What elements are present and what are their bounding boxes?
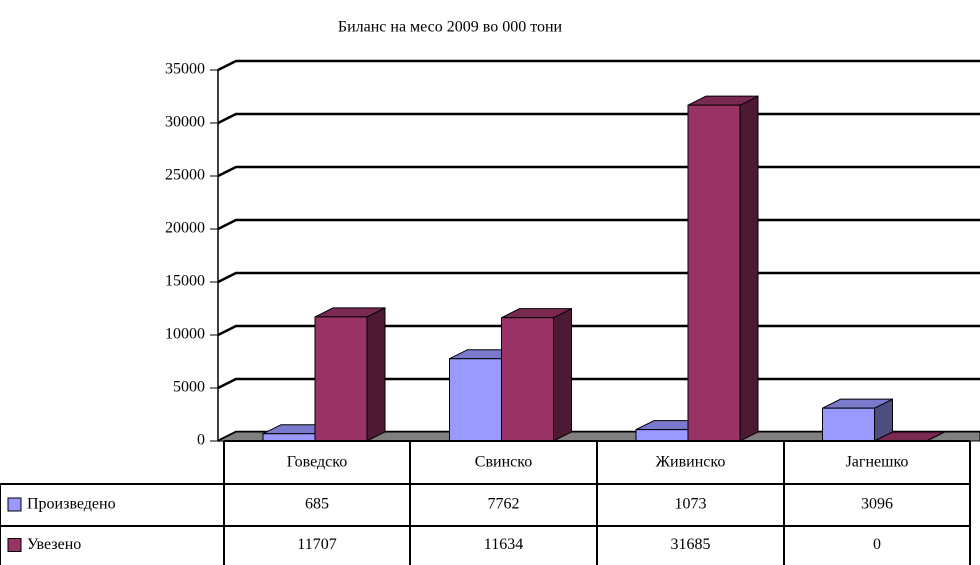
bar xyxy=(687,104,741,442)
table-value: 3096 xyxy=(861,496,893,513)
x-tick-label: Јагнешко xyxy=(846,454,909,471)
x-tick-label: Говедско xyxy=(287,454,347,471)
y-tick-label: 5000 xyxy=(173,379,205,396)
bar xyxy=(635,429,689,442)
table-value: 1073 xyxy=(675,496,707,513)
grid-line xyxy=(217,165,980,178)
x-tick-label: Свинско xyxy=(475,454,532,471)
chart-title: Биланс на месо 2009 во 000 тони xyxy=(338,19,563,36)
bar xyxy=(501,317,554,442)
bar xyxy=(449,358,502,442)
y-tick-label: 15000 xyxy=(165,273,205,290)
grid-line xyxy=(217,59,980,72)
bar xyxy=(314,316,368,442)
x-tick-label: Живинско xyxy=(656,454,726,471)
y-tick-label: 0 xyxy=(197,432,205,449)
y-tick-label: 25000 xyxy=(165,167,205,184)
y-tick-label: 35000 xyxy=(165,61,205,78)
bar-side xyxy=(553,307,572,442)
grid-line xyxy=(217,271,980,284)
y-tick-label: 30000 xyxy=(165,114,205,131)
legend-label: Произведено xyxy=(27,496,116,513)
table-value: 31685 xyxy=(671,536,711,553)
bar xyxy=(822,407,875,442)
legend-swatch xyxy=(7,497,22,512)
bar-side xyxy=(366,307,386,442)
table-value: 7762 xyxy=(488,496,520,513)
bar xyxy=(262,433,316,442)
y-tick-label: 20000 xyxy=(165,220,205,237)
bar-side xyxy=(739,95,759,442)
table-value: 0 xyxy=(873,536,881,553)
grid-line xyxy=(217,218,980,231)
legend-swatch xyxy=(7,538,22,552)
table-value: 11707 xyxy=(297,536,336,553)
table-value: 685 xyxy=(305,496,329,513)
table-value: 11634 xyxy=(484,536,523,553)
legend-label: Увезено xyxy=(27,536,81,553)
y-tick-label: 10000 xyxy=(165,326,205,343)
grid-line xyxy=(217,112,980,125)
